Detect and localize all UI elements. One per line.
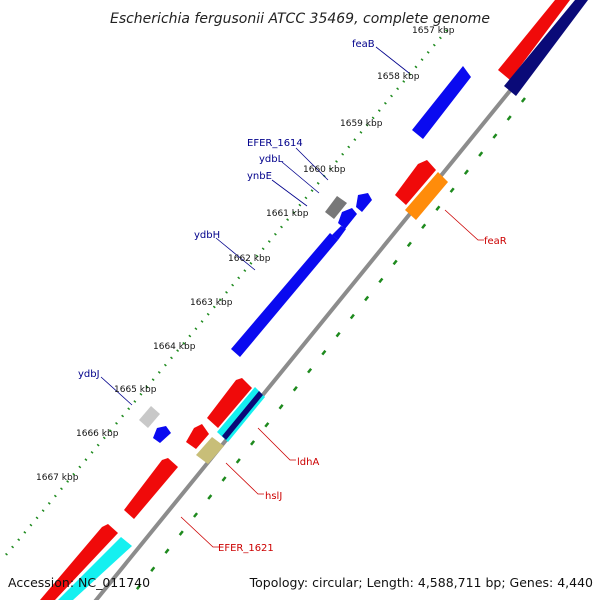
forward-gene-labels: feaB EFER_1614 ydbL ynbE ydbH ydbJ — [78, 39, 375, 380]
genome-backbone — [93, 0, 587, 600]
tick-label: 1662 kbp — [228, 254, 271, 264]
cds-feature — [231, 233, 338, 357]
tick-track-outer — [4, 29, 448, 557]
cds-feature — [139, 406, 160, 428]
cds-feature — [395, 160, 436, 205]
cds-feature — [207, 378, 252, 428]
tick-label: 1660 kbp — [303, 165, 346, 175]
gene-label-hslJ: hslJ — [265, 491, 282, 502]
tick-label: 1666 kbp — [76, 429, 119, 439]
gene-label-ynbE: ynbE — [247, 171, 272, 182]
cds-feature — [153, 426, 171, 443]
gene-label-EFER_1621: EFER_1621 — [218, 543, 274, 554]
cds-feature — [40, 524, 118, 600]
tick-label: 1663 kbp — [190, 298, 233, 308]
cds-feature — [186, 424, 209, 449]
cds-feature — [405, 172, 448, 220]
gene-label-ydbH: ydbH — [194, 230, 220, 241]
topology-text: Topology: circular; Length: 4,588,711 bp… — [249, 575, 593, 590]
cds-feature — [124, 458, 178, 519]
tick-label: 1664 kbp — [153, 342, 196, 352]
tick-label: 1667 kbp — [36, 473, 79, 483]
map-title: Escherichia fergusonii ATCC 35469, compl… — [110, 11, 490, 27]
cds-feature — [58, 537, 132, 600]
gene-label-ydbL: ydbL — [259, 154, 284, 165]
gene-label-feaB: feaB — [352, 39, 375, 50]
tick-label: 1658 kbp — [377, 72, 420, 82]
cds-feature — [332, 226, 346, 240]
cds-feature — [222, 391, 263, 440]
tick-label: 1659 kbp — [340, 119, 383, 129]
forward-strand-features — [139, 66, 471, 443]
tick-labels: 1657 kbp 1658 kbp 1659 kbp 1660 kbp 1661… — [36, 26, 455, 483]
cds-feature — [498, 0, 570, 80]
cds-feature — [325, 196, 347, 219]
tick-track-inner — [129, 97, 526, 599]
gene-label-ldhA: ldhA — [297, 457, 319, 468]
cds-feature — [412, 66, 471, 139]
gene-label-EFER_1614: EFER_1614 — [247, 138, 303, 149]
cds-feature — [196, 437, 224, 464]
cds-feature — [356, 193, 372, 212]
reverse-gene-labels: feaR ldhA hslJ EFER_1621 — [218, 236, 507, 554]
gene-label-feaR: feaR — [484, 236, 507, 247]
reverse-label-leaders — [180, 209, 484, 548]
tick-label: 1657 kbp — [412, 26, 455, 36]
tick-label: 1665 kbp — [114, 385, 157, 395]
gene-label-ydbJ: ydbJ — [78, 369, 100, 380]
accession-text: Accession: NC_011740 — [8, 575, 150, 590]
forward-label-leaders — [100, 46, 410, 406]
reverse-strand-features — [40, 0, 588, 600]
cds-feature — [338, 208, 357, 229]
cds-feature — [504, 0, 588, 96]
tick-label: 1661 kbp — [266, 209, 309, 219]
